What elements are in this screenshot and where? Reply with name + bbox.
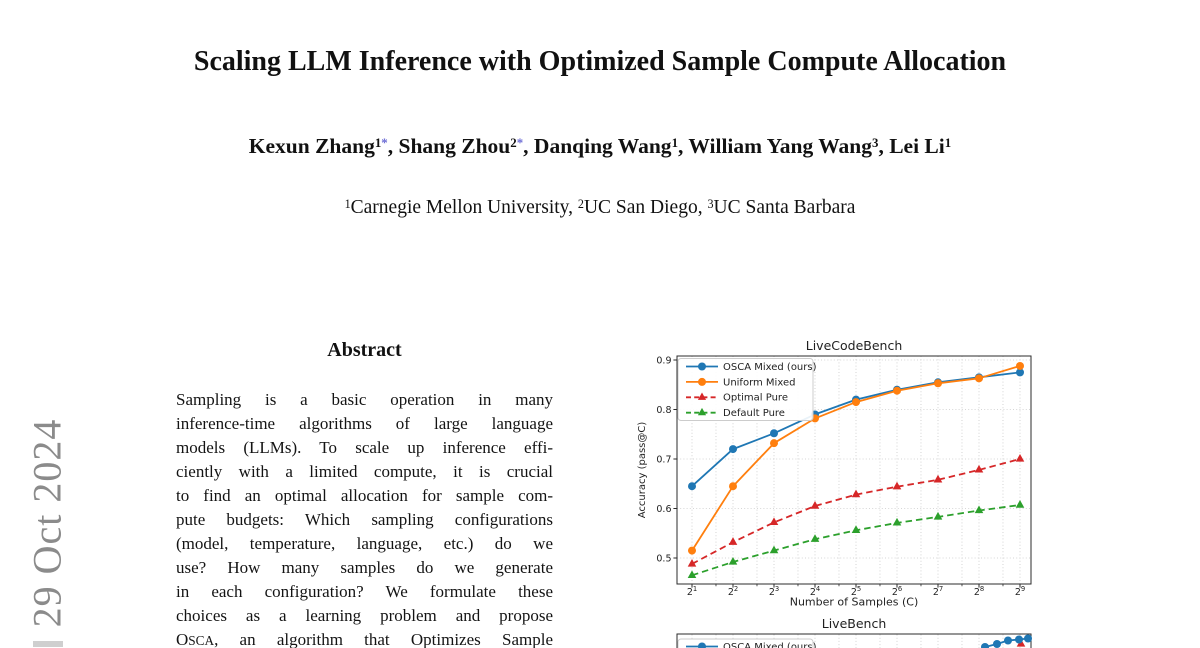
affiliation-line: 1Carnegie Mellon University, 2UC San Die… bbox=[344, 196, 856, 218]
svg-text:OSCA Mixed (ours): OSCA Mixed (ours) bbox=[723, 362, 817, 373]
abstract-line: choices as a learning problem and propos… bbox=[176, 606, 553, 625]
abstract-line: inference-time algorithms of large langu… bbox=[176, 414, 553, 433]
abstract-line: Sampling is a basic operation in many bbox=[176, 390, 553, 409]
svg-text:0.6: 0.6 bbox=[656, 504, 671, 515]
svg-text:Default Pure: Default Pure bbox=[723, 408, 785, 419]
svg-text:29: 29 bbox=[1015, 585, 1025, 598]
series-uniform-mixed bbox=[688, 361, 1024, 555]
abstract-heading: Abstract bbox=[327, 339, 402, 361]
svg-text:Optimal Pure: Optimal Pure bbox=[723, 393, 788, 404]
y-axis-label: Accuracy (pass@C) bbox=[637, 422, 648, 519]
svg-text:27: 27 bbox=[933, 585, 943, 598]
svg-text:0.9: 0.9 bbox=[656, 355, 671, 366]
legend: OSCA Mixed (ours) bbox=[677, 638, 817, 648]
y-axis: 0.5 0.6 0.7 0.8 0.9 Accuracy (pass@C) bbox=[637, 355, 677, 564]
livebench-chart-partial: LiveBench OSCA Mixed (ours) bbox=[676, 616, 1032, 648]
affiliation: 2UC San Diego bbox=[577, 196, 698, 218]
author-line: Kexun Zhang1*, Shang Zhou2*, Danqing Wan… bbox=[248, 134, 952, 158]
abstract-line: to find an optimal allocation for sample… bbox=[176, 486, 553, 505]
chart-title: LiveBench bbox=[822, 616, 887, 631]
grid bbox=[677, 356, 1031, 584]
svg-text:23: 23 bbox=[769, 585, 779, 598]
abstract-line: pute budgets: Which sampling configurati… bbox=[176, 510, 553, 529]
author: William Yang Wang3 bbox=[688, 134, 879, 158]
x-axis: 21 22 23 24 25 26 27 28 29 Number of Samples (C) bbox=[687, 584, 1025, 609]
x-axis-label: Number of Samples (C) bbox=[790, 596, 919, 609]
svg-text:0.5: 0.5 bbox=[656, 553, 671, 564]
legend: OSCA Mixed (ours) Uniform Mixed Optimal Pu… bbox=[677, 358, 817, 421]
author: Danqing Wang1 bbox=[533, 134, 679, 158]
series-default-pure bbox=[687, 500, 1025, 578]
author: Shang Zhou2* bbox=[398, 134, 524, 158]
abstract-line: models (LLMs). To scale up inference eff… bbox=[176, 438, 553, 457]
svg-text:26: 26 bbox=[892, 585, 902, 598]
series-optimal-pure bbox=[687, 454, 1025, 567]
chart-title: LiveCodeBench bbox=[806, 338, 903, 353]
paper-title: Scaling LLM Inference with Optimized Sam… bbox=[193, 46, 1007, 77]
affiliation: 3UC Santa Barbara bbox=[707, 196, 856, 218]
series-osca-mixed-partial bbox=[981, 634, 1032, 648]
livecodebench-chart: 21 22 23 24 25 26 27 28 29 Number of Samples (C) 0… bbox=[637, 338, 1032, 609]
abstract-text: Sampling is a basic operation in many inf… bbox=[176, 388, 553, 648]
abstract-line: in each configuration? We formulate thes… bbox=[176, 582, 553, 601]
svg-text:OSCA Mixed (ours): OSCA Mixed (ours) bbox=[723, 642, 817, 648]
svg-text:0.7: 0.7 bbox=[656, 454, 671, 465]
svg-text:25: 25 bbox=[851, 585, 861, 598]
affiliation: 1Carnegie Mellon University bbox=[344, 196, 569, 218]
abstract-line: ciently with a limited compute, it is cr… bbox=[176, 462, 553, 481]
author: Kexun Zhang1* bbox=[248, 134, 388, 158]
svg-text:Uniform Mixed: Uniform Mixed bbox=[723, 377, 795, 388]
abstract-line: OSCA, an algorithm that Optimizes Sample bbox=[176, 630, 553, 648]
arxiv-id-fragment bbox=[33, 641, 63, 647]
abstract-line: use? How many samples do we generate bbox=[176, 558, 553, 577]
svg-text:0.8: 0.8 bbox=[656, 405, 671, 416]
svg-text:24: 24 bbox=[810, 585, 820, 598]
svg-text:28: 28 bbox=[974, 585, 984, 598]
abstract-line: (model, temperature, language, etc.) do … bbox=[176, 534, 553, 553]
svg-text:22: 22 bbox=[728, 585, 738, 598]
author: Lei Li1 bbox=[889, 134, 952, 158]
arxiv-date-watermark: 29 Oct 2024 bbox=[24, 418, 70, 628]
svg-text:21: 21 bbox=[687, 585, 697, 598]
plot-border bbox=[676, 355, 1032, 585]
